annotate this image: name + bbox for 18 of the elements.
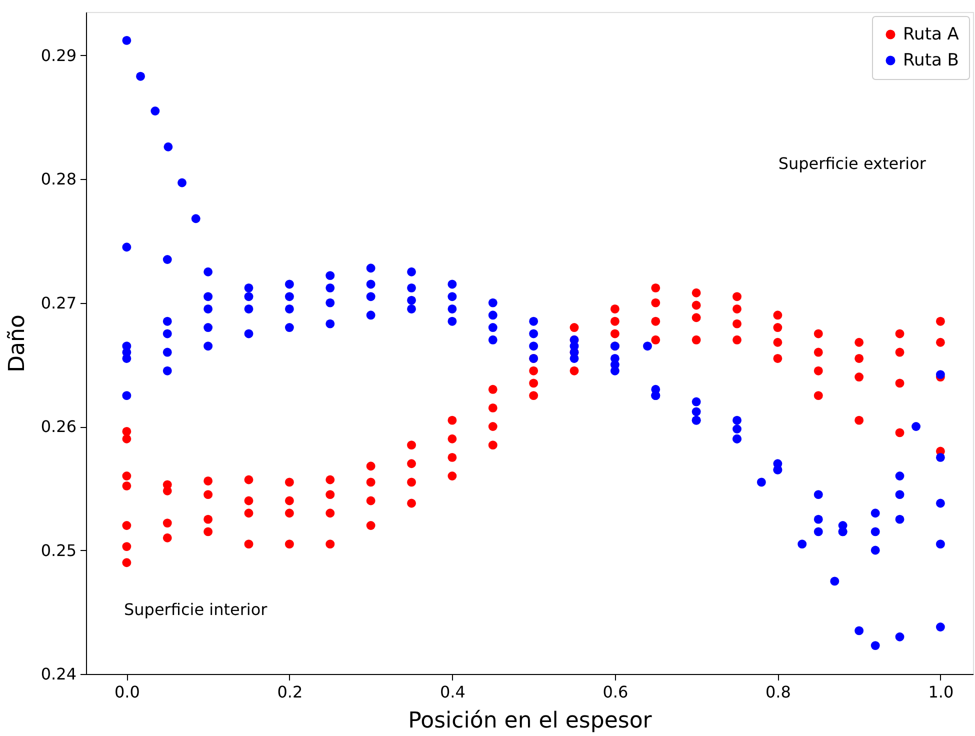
y-axis-title: Daño: [4, 314, 30, 372]
y-tick-label: 0.28: [40, 170, 76, 189]
y-tick-label: 0.25: [40, 540, 76, 560]
x-axis-title: Posición en el espesor: [408, 708, 653, 734]
y-tick-label: 0.24: [40, 664, 76, 684]
x-tick-label: 0.8: [765, 682, 791, 702]
x-tick-label: 0.6: [602, 682, 628, 702]
annotation: Superficie exterior: [778, 154, 926, 173]
legend-label: Ruta B: [903, 50, 959, 70]
y-tick-label: 0.26: [40, 417, 76, 436]
annotation: Superficie interior: [124, 600, 268, 619]
y-tick-label: 0.27: [40, 293, 76, 312]
y-tick-label: 0.29: [40, 46, 76, 65]
x-tick-label: 0.4: [440, 682, 466, 702]
x-tick-label: 0.0: [114, 682, 140, 702]
x-tick-label: 0.2: [277, 682, 303, 702]
x-tick-label: 1.0: [928, 682, 954, 702]
legend-label: Ruta A: [903, 24, 960, 44]
